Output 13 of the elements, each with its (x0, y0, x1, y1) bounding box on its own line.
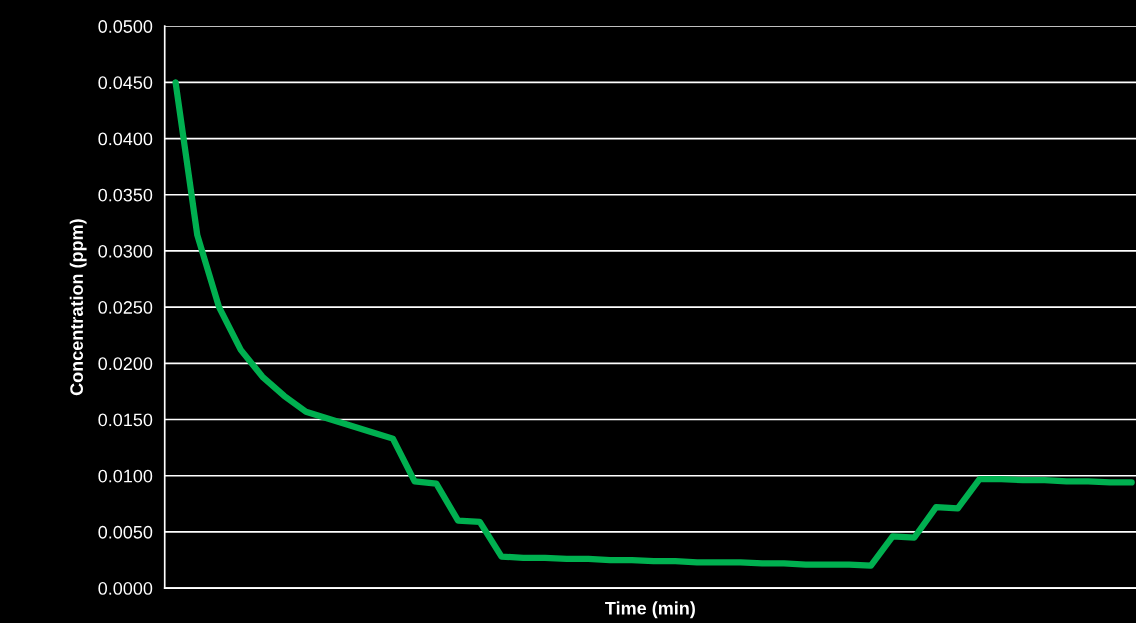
y-tick-label: 0.0250 (98, 301, 153, 314)
y-tick-label: 0.0300 (98, 244, 153, 258)
y-tick-label: 0.0000 (98, 582, 153, 595)
y-tick-label: 0.0500 (98, 20, 153, 33)
y-tick-label: 0.0150 (98, 413, 153, 427)
y-tick-label: 0.0450 (98, 76, 153, 90)
y-tick-label: 0.0100 (98, 469, 153, 483)
y-tick-label: 0.0050 (98, 525, 153, 539)
y-tick-label: 0.0200 (98, 357, 153, 371)
x-axis-title: Time (min) (605, 601, 695, 619)
y-tick-label: 0.0350 (98, 188, 153, 202)
y-axis-title: Concentration (ppm) (69, 219, 87, 396)
y-tick-label: 0.0400 (98, 132, 153, 146)
